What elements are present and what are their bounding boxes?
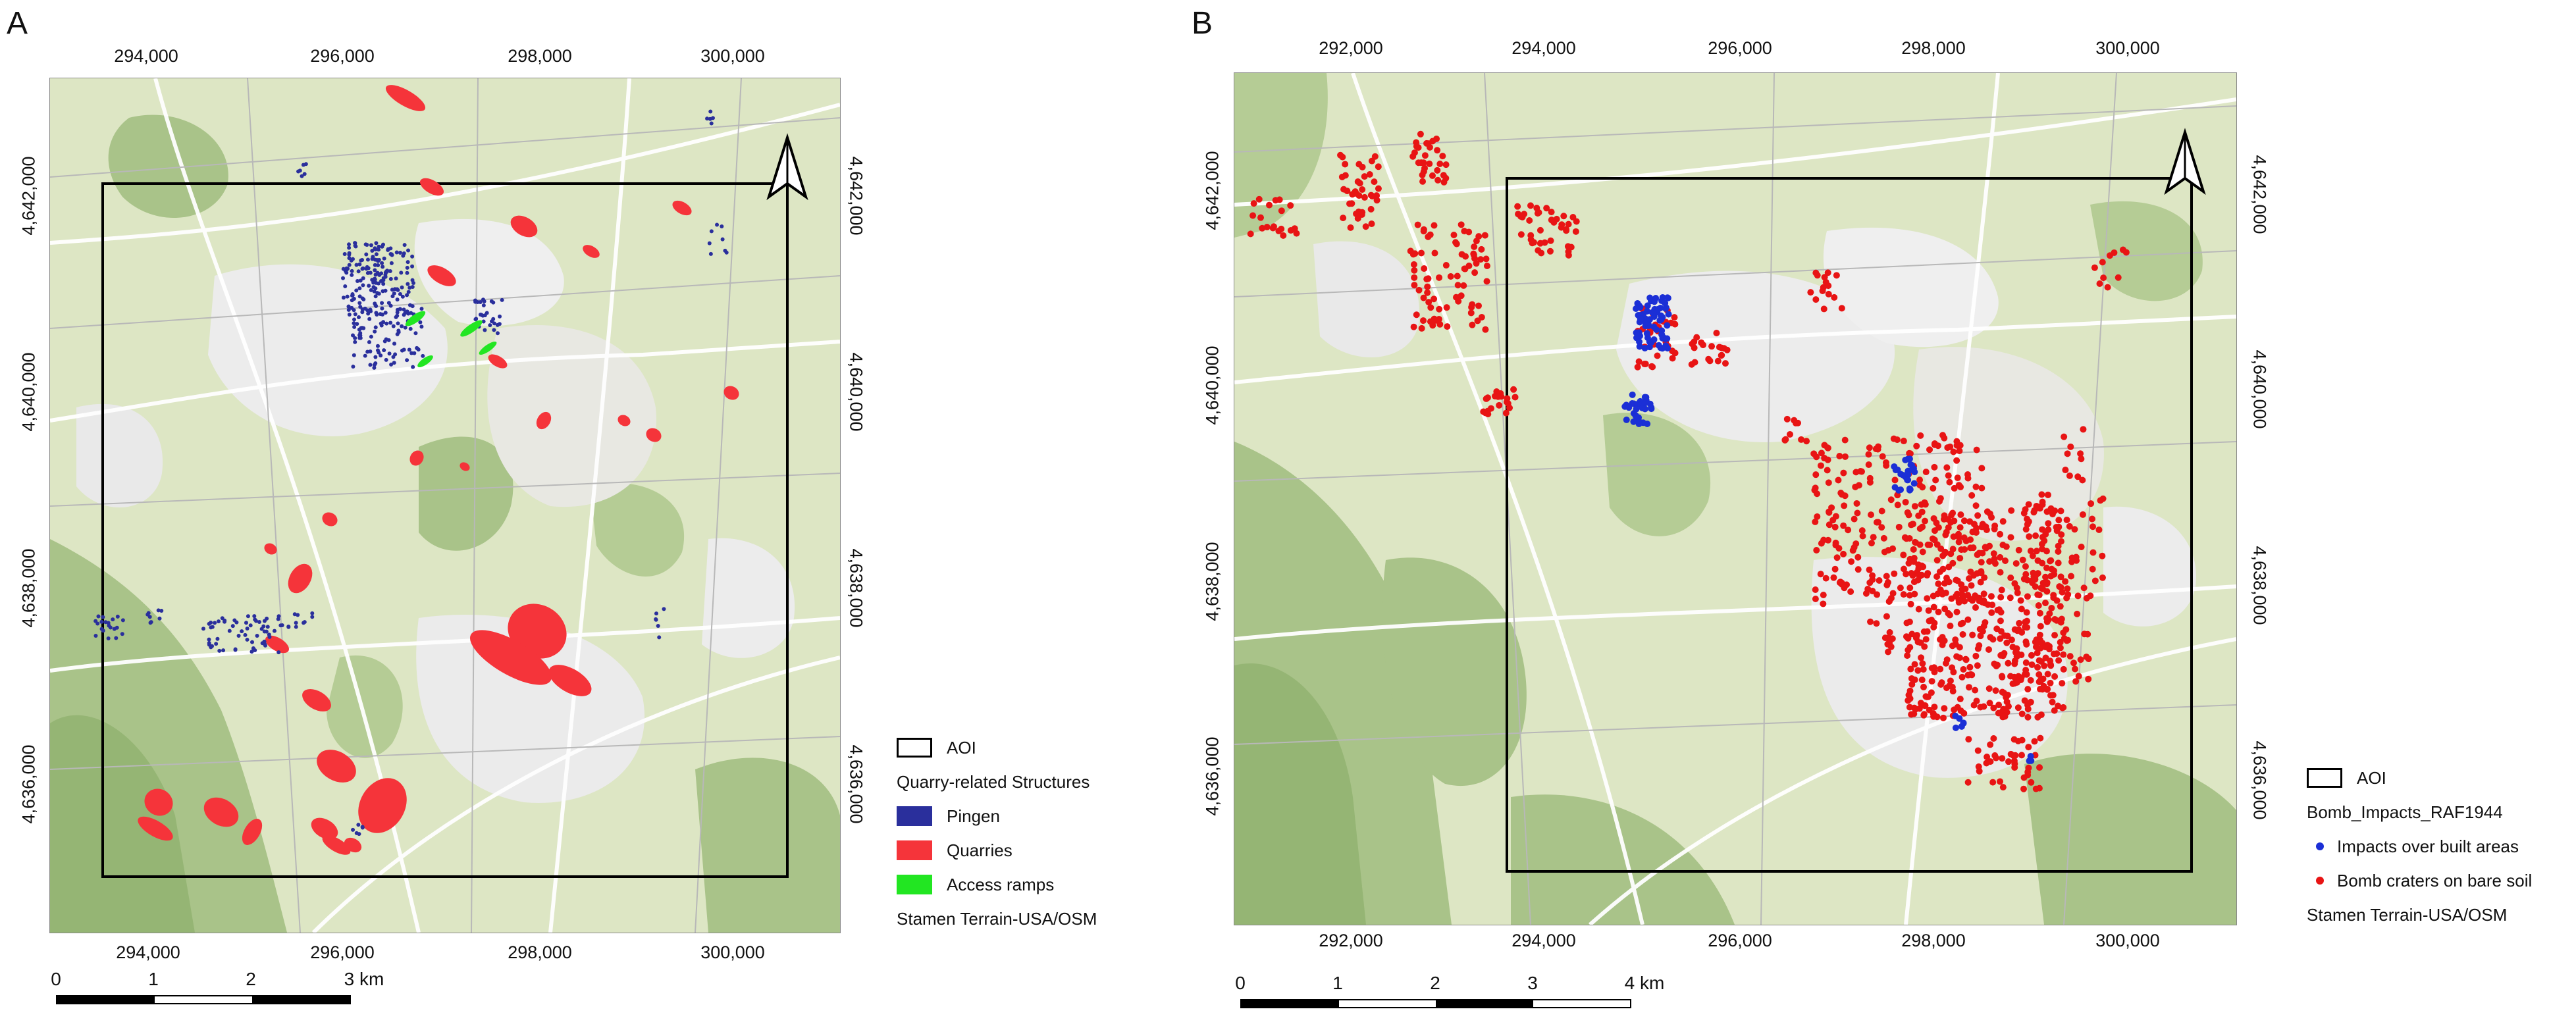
panel-b-x-tick-bottom: 292,000 — [1319, 931, 1383, 950]
impacts-built-dot-icon — [2316, 842, 2324, 850]
legend-label: AOI — [2357, 767, 2386, 788]
panel-a-scalebar: 0 1 2 3 km — [51, 969, 384, 1004]
quarry-features — [93, 85, 739, 855]
legend-label: Pingen — [947, 806, 1000, 826]
panel-b-y-tick-right: 4,636,000 — [2249, 740, 2270, 820]
panel-a-x-tick-bottom: 298,000 — [508, 942, 572, 962]
scale-label: 1 — [1332, 973, 1343, 993]
panel-b-x-tick-bottom: 294,000 — [1511, 931, 1576, 950]
panel-b-map[interactable] — [1234, 72, 2237, 925]
legend-label: Access ramps — [947, 874, 1055, 894]
aoi-swatch — [2307, 768, 2342, 788]
panel-a-y-tick-left: 4,640,000 — [18, 352, 39, 432]
legend-group-title: Bomb_Impacts_RAF1944 — [2307, 802, 2503, 822]
panel-a-x-tick-bottom: 300,000 — [700, 942, 765, 962]
panel-b-scalebar: 0 1 2 3 4 km — [1235, 973, 1664, 1008]
aoi-rectangle — [1506, 177, 2193, 873]
aoi-swatch — [897, 738, 932, 758]
panel-a-x-tick-bottom: 296,000 — [310, 942, 375, 962]
panel-a-y-tick-right: 4,636,000 — [846, 744, 866, 824]
panel-a-y-tick-right: 4,640,000 — [846, 352, 866, 432]
bomb-impact-points — [1247, 130, 2130, 792]
panel-b-x-tick-bottom: 296,000 — [1708, 931, 1772, 950]
pingen-swatch — [897, 806, 932, 826]
scale-label: 3 km — [344, 969, 384, 989]
panel-b-y-tick-left: 4,642,000 — [1202, 151, 1222, 230]
panel-b-label: B — [1192, 6, 1213, 41]
basemap-credit: Stamen Terrain-USA/OSM — [897, 908, 1097, 929]
access-ramps-swatch — [897, 875, 932, 894]
panel-a-x-tick-bottom: 294,000 — [116, 942, 180, 962]
panel-b-basemap — [1234, 73, 2236, 925]
panel-a-x-tick-top: 298,000 — [508, 46, 572, 66]
scale-label: 0 — [51, 969, 61, 989]
panel-b-x-tick-top: 300,000 — [2095, 38, 2160, 58]
scale-label: 1 — [148, 969, 159, 989]
quarries-swatch — [897, 840, 932, 860]
scale-label: 0 — [1235, 973, 1246, 993]
panel-b-x-tick-bottom: 298,000 — [1901, 931, 1966, 950]
north-arrow-icon — [766, 133, 808, 201]
panel-a-y-tick-right: 4,642,000 — [846, 156, 866, 236]
panel-a-label: A — [7, 6, 28, 41]
panel-b-y-tick-right: 4,640,000 — [2249, 349, 2270, 429]
panel-b-x-tick-top: 292,000 — [1319, 38, 1383, 58]
panel-b-y-tick-left: 4,636,000 — [1202, 736, 1222, 816]
legend-label: Bomb craters on bare soil — [2337, 870, 2533, 890]
panel-a-y-tick-left: 4,638,000 — [18, 548, 39, 628]
scale-label: 4 km — [1624, 973, 1665, 993]
panel-b-x-tick-top: 296,000 — [1708, 38, 1772, 58]
panel-b-x-tick-bottom: 300,000 — [2095, 931, 2160, 950]
panel-a-map[interactable] — [49, 78, 841, 933]
scale-label: 2 — [246, 969, 256, 989]
panel-b-y-tick-right: 4,638,000 — [2249, 546, 2270, 625]
panel-a-x-tick-top: 300,000 — [700, 46, 765, 66]
basemap-credit: Stamen Terrain-USA/OSM — [2307, 904, 2508, 925]
panel-a-y-tick-left: 4,636,000 — [18, 744, 39, 824]
panel-b-legend: AOI Bomb_Impacts_RAF1944 Impacts over bu… — [2307, 761, 2532, 932]
legend-label: Impacts over built areas — [2337, 836, 2519, 856]
legend-label: AOI — [947, 737, 976, 758]
panel-b-x-tick-top: 294,000 — [1511, 38, 1576, 58]
bomb-crater-dot-icon — [2316, 877, 2324, 885]
panel-a-y-tick-left: 4,642,000 — [18, 156, 39, 236]
panel-a-x-tick-top: 296,000 — [310, 46, 375, 66]
panel-a-y-tick-right: 4,638,000 — [846, 548, 866, 628]
panel-b-y-tick-left: 4,640,000 — [1202, 346, 1222, 425]
legend-label: Quarries — [947, 840, 1012, 860]
north-arrow-icon — [2164, 128, 2206, 195]
scale-label: 2 — [1430, 973, 1440, 993]
scale-label: 3 — [1527, 973, 1538, 993]
aoi-rectangle — [101, 182, 789, 878]
legend-group-title: Quarry-related Structures — [897, 771, 1090, 792]
panel-a-basemap — [50, 78, 840, 933]
panel-b-y-tick-left: 4,638,000 — [1202, 542, 1222, 621]
panel-a-legend: AOI Quarry-related Structures Pingen Qua… — [897, 731, 1097, 936]
panel-a-x-tick-top: 294,000 — [114, 46, 178, 66]
panel-b-x-tick-top: 298,000 — [1901, 38, 1966, 58]
panel-b-y-tick-right: 4,642,000 — [2249, 155, 2270, 234]
